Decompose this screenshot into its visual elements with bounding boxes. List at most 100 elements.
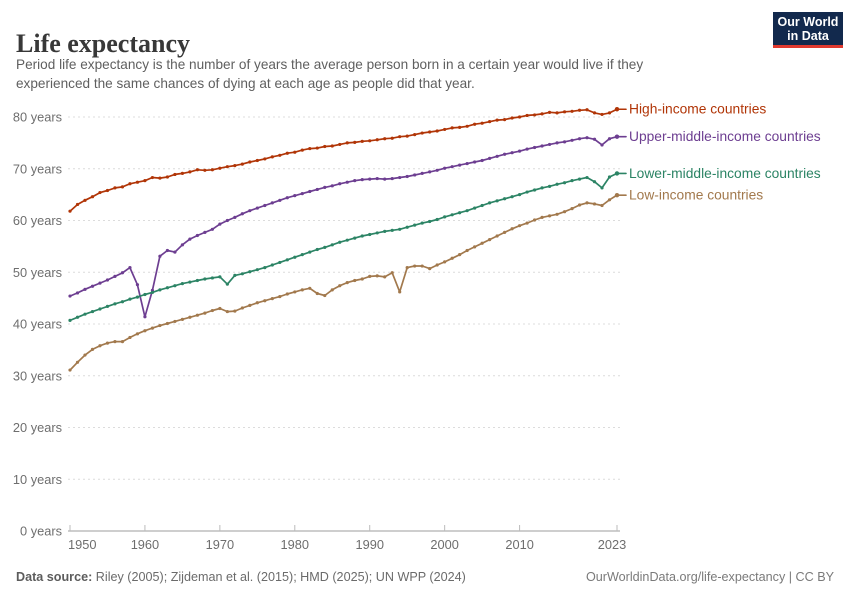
data-point <box>293 194 297 198</box>
data-point <box>592 202 597 206</box>
data-point <box>75 202 80 207</box>
data-point <box>562 140 567 144</box>
data-point <box>278 198 282 202</box>
data-point <box>405 225 409 229</box>
data-point <box>203 230 207 235</box>
y-tick-label-60: 60 years <box>13 213 62 228</box>
data-point <box>450 213 454 217</box>
data-point <box>540 112 544 116</box>
data-point <box>488 238 492 242</box>
data-point <box>547 110 552 114</box>
data-point <box>210 227 214 231</box>
data-point <box>83 353 87 357</box>
data-point <box>143 315 147 319</box>
data-point <box>503 152 507 156</box>
data-point <box>158 254 162 258</box>
data-point <box>255 206 259 210</box>
data-point <box>570 179 574 183</box>
legend-label-high-income-countries[interactable]: High-income countries <box>629 102 766 117</box>
data-point <box>218 306 222 311</box>
data-point <box>600 186 604 190</box>
data-point <box>375 176 379 181</box>
data-point <box>68 318 72 322</box>
legend-label-upper-middle-income-countries[interactable]: Upper-middle-income countries <box>629 129 821 144</box>
data-point <box>368 274 372 278</box>
legend-label-lower-middle-income-countries[interactable]: Lower-middle-income countries <box>629 166 821 181</box>
data-point <box>405 265 409 270</box>
data-point <box>532 145 537 150</box>
data-point <box>150 290 155 295</box>
x-tick-label-1960: 1960 <box>131 537 159 552</box>
data-point <box>195 168 199 172</box>
grid-and-axes: 0 years 10 years 20 years 30 years 40 years 5… <box>13 110 626 553</box>
series-lower-middle-income-countries[interactable]: Lower-middle-income countries <box>68 166 821 322</box>
series-line-lower-middle-income-countries[interactable] <box>69 172 618 322</box>
data-point <box>105 188 110 193</box>
data-point <box>293 150 297 154</box>
data-point <box>345 281 349 285</box>
data-point <box>225 282 229 286</box>
data-point <box>458 163 462 167</box>
data-point <box>353 179 357 183</box>
series-low-income-countries[interactable]: Low-income countries <box>68 188 763 372</box>
series-upper-middle-income-countries[interactable]: Upper-middle-income countries <box>68 129 821 319</box>
data-point <box>577 108 582 112</box>
data-point <box>180 243 184 247</box>
x-tick-label-1990: 1990 <box>355 537 383 552</box>
data-point <box>255 158 259 163</box>
data-point <box>607 175 612 179</box>
data-point <box>435 168 439 172</box>
data-point <box>398 290 402 294</box>
data-point <box>330 243 334 247</box>
series-line-high-income-countries[interactable] <box>69 108 618 213</box>
data-point <box>270 155 274 159</box>
data-point <box>607 137 612 141</box>
data-point <box>128 265 132 270</box>
data-point <box>607 111 612 115</box>
data-point <box>285 196 289 200</box>
data-point <box>592 137 597 141</box>
data-point <box>240 272 244 276</box>
data-point <box>577 137 582 141</box>
data-point <box>135 283 140 287</box>
data-point <box>360 277 364 281</box>
y-tick-label-0: 0 years <box>20 524 62 539</box>
data-point <box>465 161 469 166</box>
series-high-income-countries[interactable]: High-income countries <box>68 102 766 213</box>
data-point <box>188 170 192 174</box>
subtitle-line-1: Period life expectancy is the number of … <box>16 57 644 72</box>
data-point <box>465 248 469 253</box>
data-point <box>488 156 492 160</box>
data-point <box>173 284 177 288</box>
legend-label-low-income-countries[interactable]: Low-income countries <box>629 188 763 203</box>
data-point <box>195 233 199 238</box>
data-point <box>248 160 252 164</box>
data-point <box>480 203 484 208</box>
data-point <box>173 250 177 254</box>
data-point <box>383 137 387 141</box>
data-point <box>218 222 222 226</box>
data-point <box>353 140 357 144</box>
data-point <box>330 184 334 188</box>
data-point <box>375 274 379 278</box>
data-point <box>465 209 469 213</box>
data-point <box>338 284 342 288</box>
owid-link[interactable]: OurWorldinData.org/life-expectancy | CC … <box>585 570 834 584</box>
data-point <box>98 307 102 311</box>
data-point <box>473 122 477 126</box>
data-point <box>600 112 604 117</box>
data-point <box>450 126 454 130</box>
data-point <box>158 176 162 180</box>
data-point <box>210 168 214 172</box>
data-point <box>150 175 155 180</box>
data-point <box>532 113 537 117</box>
y-tick-label-40: 40 years <box>13 317 62 332</box>
y-tick-label-10: 10 years <box>13 472 62 487</box>
owid-logo[interactable]: Our World in Data <box>773 12 843 48</box>
data-point <box>90 284 95 288</box>
data-point <box>240 162 244 166</box>
data-point <box>210 308 214 313</box>
data-point <box>473 245 477 249</box>
data-point <box>390 176 394 181</box>
data-point <box>562 210 567 214</box>
